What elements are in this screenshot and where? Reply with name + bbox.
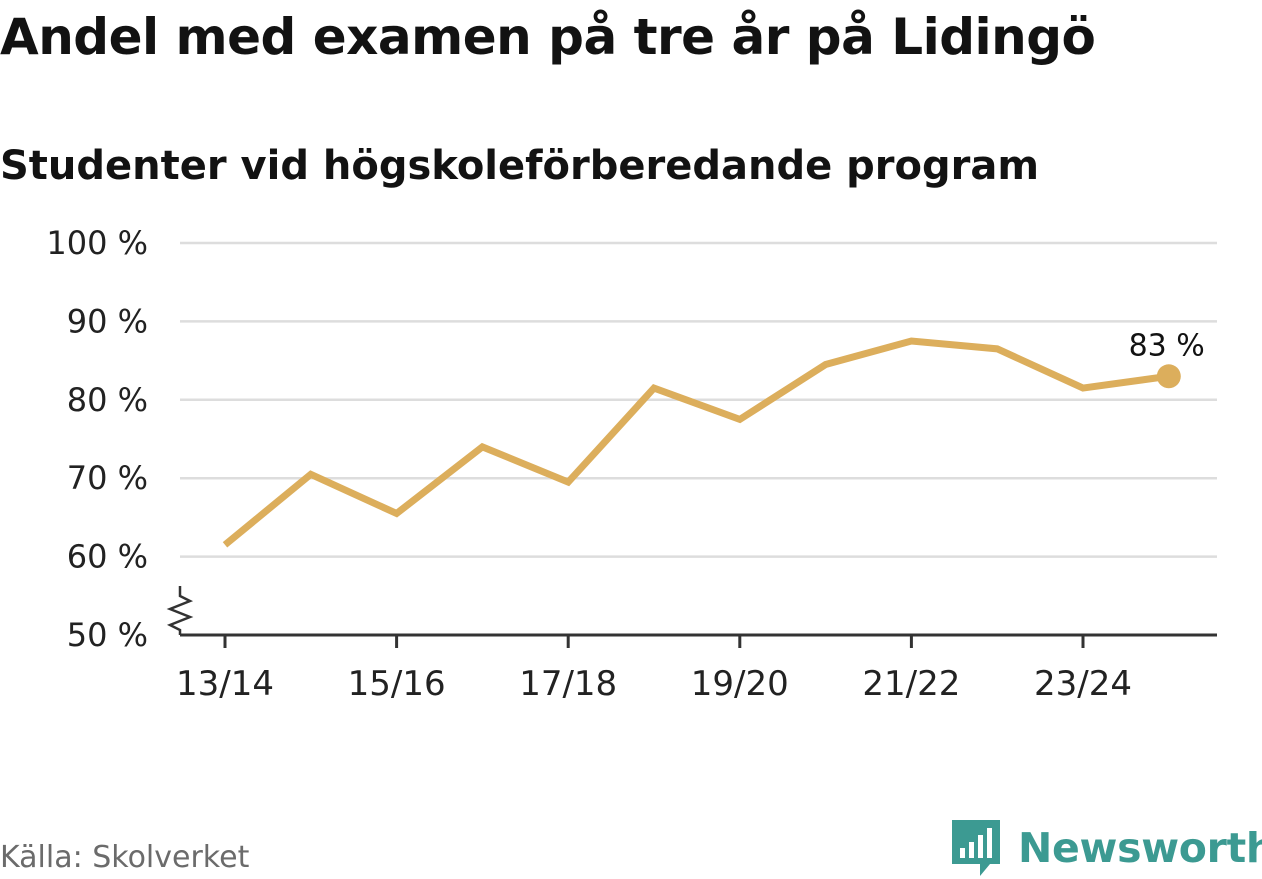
- x-tick-label: 15/16: [348, 664, 446, 704]
- y-axis-labels: 50 % 60 % 70 % 80 % 90 % 100 %: [46, 224, 148, 654]
- y-tick-label: 80 %: [67, 381, 148, 419]
- end-point-marker: [1156, 364, 1181, 389]
- bar-chart-flag-icon: [952, 820, 1000, 876]
- x-axis-labels: 13/14 15/16 17/18 19/20 21/22 23/24: [176, 664, 1132, 704]
- x-tick-label: 13/14: [176, 664, 274, 704]
- brand: Newsworthy: [950, 818, 1262, 878]
- end-value-label: 83 %: [1129, 328, 1205, 363]
- y-tick-label: 60 %: [67, 538, 148, 576]
- x-axis: [166, 586, 1217, 648]
- y-tick-label: 100 %: [46, 224, 148, 262]
- gridlines: [180, 241, 1217, 558]
- y-tick-label: 90 %: [67, 302, 148, 340]
- y-tick-label: 50 %: [67, 616, 148, 654]
- x-tick-label: 19/20: [691, 664, 789, 704]
- line-chart: 50 % 60 % 70 % 80 % 90 % 100 % 13/14 15/16 17/1…: [46, 224, 1217, 704]
- y-tick-label: 70 %: [67, 459, 148, 497]
- brand-name: Newsworthy: [1018, 824, 1262, 872]
- x-tick-label: 21/22: [862, 664, 960, 704]
- series-line: [222, 337, 1170, 548]
- x-tick-label: 23/24: [1034, 664, 1132, 704]
- axis-break-icon: [166, 586, 194, 635]
- chart-title: Andel med examen på tre år på Lidingö: [0, 8, 1096, 66]
- chart-subtitle: Studenter vid högskoleförberedande progr…: [0, 143, 1040, 189]
- series: 83 %: [222, 328, 1205, 548]
- x-tick-label: 17/18: [519, 664, 617, 704]
- source-note: Källa: Skolverket: [0, 840, 250, 875]
